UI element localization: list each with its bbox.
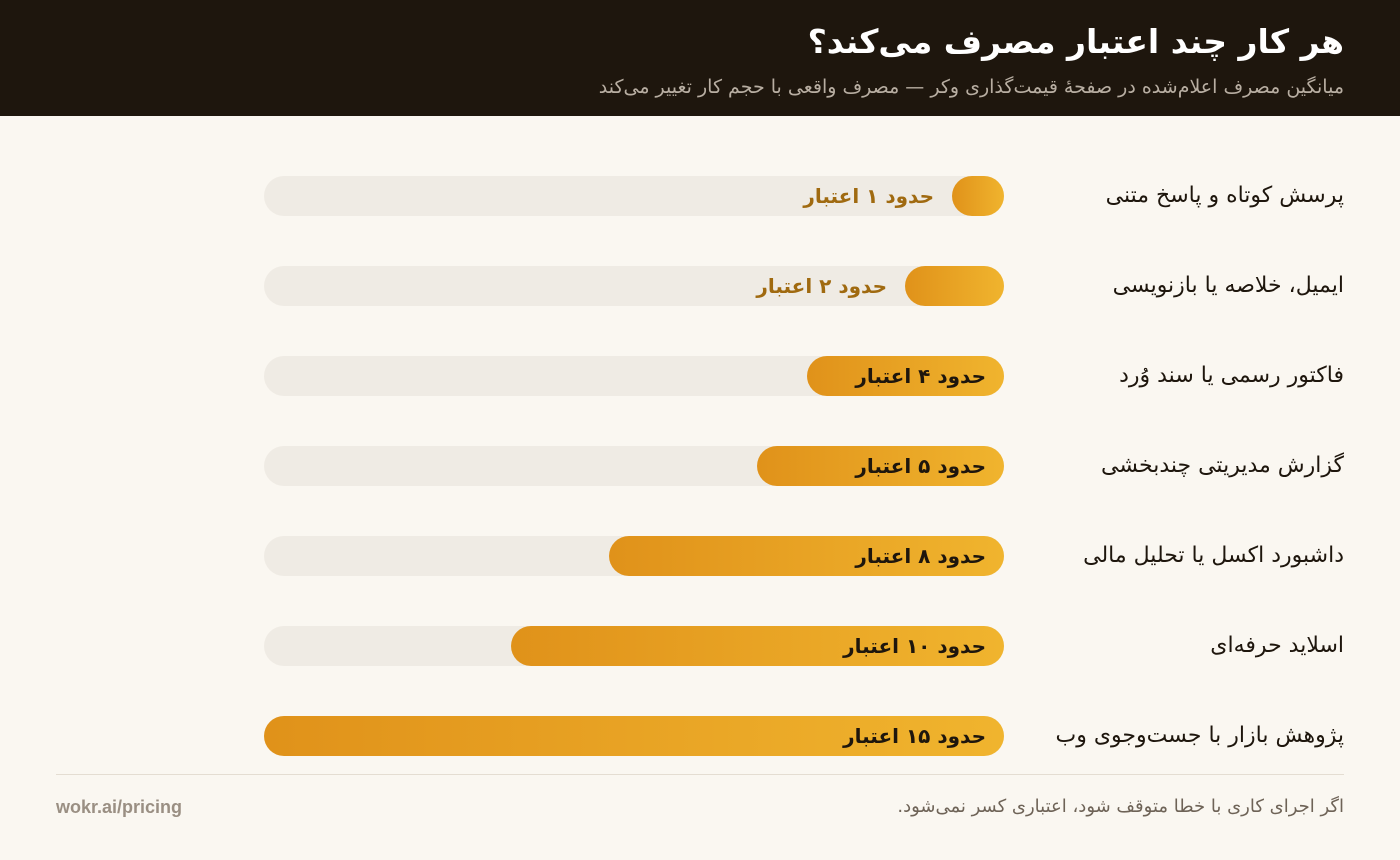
bar-track: حدود ۱ اعتبار (264, 176, 1004, 216)
footer-note: اگر اجرای کاری با خطا متوقف شود، اعتباری… (897, 796, 1344, 817)
category-label: گزارش مدیریتی چندبخشی (1101, 453, 1344, 478)
bar (807, 356, 1004, 396)
bar (757, 446, 1004, 486)
bar-track: حدود ۸ اعتبار (264, 536, 1004, 576)
bar (609, 536, 1004, 576)
category-label: داشبورد اکسل یا تحلیل مالی (1083, 543, 1344, 568)
bar-track: حدود ۵ اعتبار (264, 446, 1004, 486)
bar-value-label: حدود ۴ اعتبار (855, 364, 986, 388)
bar-value-label: حدود ۸ اعتبار (855, 544, 986, 568)
bar-row: داشبورد اکسل یا تحلیل مالی حدود ۸ اعتبار (0, 536, 1400, 576)
bar-row: اسلاید حرفه‌ای حدود ۱۰ اعتبار (0, 626, 1400, 666)
bar (952, 176, 1004, 216)
category-label: اسلاید حرفه‌ای (1210, 633, 1344, 658)
bar-row: پرسش کوتاه و پاسخ متنی حدود ۱ اعتبار (0, 176, 1400, 216)
source-url: wokr.ai/pricing (56, 797, 183, 817)
category-label: پژوهش بازار با جست‌وجوی وب (1055, 723, 1345, 748)
bar-row: فاکتور رسمی یا سند وُرد حدود ۴ اعتبار (0, 356, 1400, 396)
bar-value-label: حدود ۱۵ اعتبار (843, 724, 986, 748)
bar-track: حدود ۱۰ اعتبار (264, 626, 1004, 666)
bar-chart: پرسش کوتاه و پاسخ متنی حدود ۱ اعتبار ایمیل… (0, 116, 1400, 776)
footer-divider (56, 774, 1344, 775)
category-label: ایمیل، خلاصه یا بازنویسی (1112, 273, 1344, 298)
header-banner: هر کار چند اعتبار مصرف می‌کند؟ میانگین م… (0, 0, 1400, 116)
category-label: فاکتور رسمی یا سند وُرد (1119, 363, 1344, 388)
chart-subtitle: میانگین مصرف اعلام‌شده در صفحهٔ قیمت‌گذا… (598, 76, 1344, 98)
bar-row: پژوهش بازار با جست‌وجوی وب حدود ۱۵ اعتبار (0, 716, 1400, 756)
bar-value-label: حدود ۱۰ اعتبار (843, 634, 986, 658)
bar-value-label: حدود ۲ اعتبار (756, 274, 887, 298)
bar-row: گزارش مدیریتی چندبخشی حدود ۵ اعتبار (0, 446, 1400, 486)
category-label: پرسش کوتاه و پاسخ متنی (1105, 183, 1344, 208)
bar (511, 626, 1004, 666)
bar-value-label: حدود ۵ اعتبار (855, 454, 986, 478)
bar-row: ایمیل، خلاصه یا بازنویسی حدود ۲ اعتبار (0, 266, 1400, 306)
bar (264, 716, 1004, 756)
bar-track: حدود ۲ اعتبار (264, 266, 1004, 306)
bar (905, 266, 1004, 306)
bar-track: حدود ۴ اعتبار (264, 356, 1004, 396)
chart-title: هر کار چند اعتبار مصرف می‌کند؟ (807, 22, 1344, 61)
bar-track: حدود ۱۵ اعتبار (264, 716, 1004, 756)
bar-value-label: حدود ۱ اعتبار (803, 184, 934, 208)
